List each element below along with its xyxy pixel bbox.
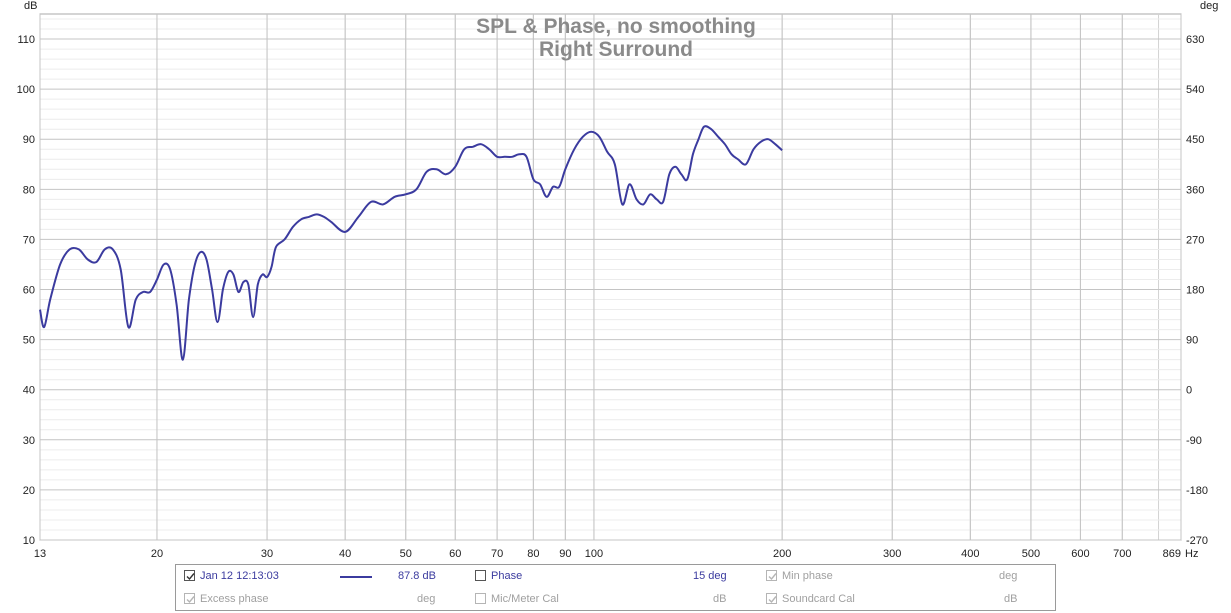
checkbox-icon [184,570,195,581]
min-phase-unit: deg [999,570,1018,582]
checkmark-icon [186,596,195,604]
x-tick-label: 70 [491,548,503,560]
checkbox-icon [475,570,486,581]
x-tick-label: 500 [1022,548,1040,560]
x-tick-label: 60 [449,548,461,560]
excess-phase-unit: deg [417,593,436,605]
checkmark-icon [768,573,777,581]
x-tick-label: 50 [400,548,412,560]
x-tick-label: 40 [339,548,351,560]
x-tick-label: 13 [34,548,46,560]
checkmark-icon [186,573,195,581]
x-tick-label: 80 [527,548,539,560]
checkbox-icon [766,570,777,581]
y-tick-label-left: 30 [23,435,35,447]
x-tick-label: 100 [585,548,603,560]
y-tick-label-right: 90 [1186,335,1198,347]
spl-series-line [39,125,783,361]
measurement-label: Jan 12 12:13:03 [200,570,279,582]
checkbox-icon [184,593,195,604]
x-tick-label: 300 [883,548,901,560]
y-axis-label-right: deg [1200,0,1218,12]
y-tick-label-left: 110 [17,34,35,46]
legend-panel: Jan 12 12:13:03 87.8 dB Phase 15 deg Min… [175,564,1056,611]
chart-subtitle: Right Surround [539,38,693,61]
phase-value: 15 deg [693,570,727,582]
y-tick-label-left: 40 [23,385,35,397]
y-tick-label-left: 90 [23,134,35,146]
y-tick-label-right: 450 [1186,134,1204,146]
spl-phase-chart: 10 20 30 40 50 60 70 80 90 100 110 -270 -180 -90 0 90 18… [17,0,1219,560]
measurement-checkbox[interactable] [184,570,198,583]
soundcard-cal-checkbox[interactable] [766,593,780,606]
soundcard-cal-label: Soundcard Cal [782,593,855,605]
mic-cal-label: Mic/Meter Cal [491,593,559,605]
checkbox-icon [766,593,777,604]
mic-cal-unit: dB [713,593,727,605]
y-tick-label-left: 100 [17,84,35,96]
y-tick-label-right: -90 [1186,435,1202,447]
y-tick-label-left: 50 [23,335,35,347]
min-phase-checkbox[interactable] [766,570,780,583]
x-tick-label: 600 [1071,548,1089,560]
x-tick-label: 20 [151,548,163,560]
y-tick-label-left: 70 [23,234,35,246]
x-tick-label: 700 [1113,548,1131,560]
x-tick-label: 200 [773,548,791,560]
y-tick-label-right: 540 [1186,84,1204,96]
x-tick-label: 90 [559,548,571,560]
x-tick-label: 869 [1163,548,1181,560]
checkbox-icon [475,593,486,604]
plot-area [39,13,1182,541]
min-phase-label: Min phase [782,570,833,582]
excess-phase-checkbox[interactable] [184,593,198,606]
y-tick-label-right: -180 [1186,485,1208,497]
soundcard-cal-unit: dB [1004,593,1018,605]
grid-layer [39,14,1182,541]
y-tick-label-right: 0 [1186,385,1192,397]
y-tick-label-right: 270 [1186,234,1204,246]
x-axis-unit: Hz [1185,548,1198,560]
y-tick-label-right: 180 [1186,285,1204,297]
chart-title: SPL & Phase, no smoothing [476,15,756,38]
x-tick-label: 400 [961,548,979,560]
y-tick-label-right: 630 [1186,34,1204,46]
y-tick-label-left: 10 [23,535,35,547]
y-axis-label-left: dB [24,0,37,12]
excess-phase-label: Excess phase [200,593,269,605]
y-tick-label-left: 20 [23,485,35,497]
y-tick-label-right: -270 [1186,535,1208,547]
x-tick-label: 30 [261,548,273,560]
y-tick-label-left: 60 [23,285,35,297]
phase-checkbox[interactable] [475,570,489,583]
y-tick-label-left: 80 [23,184,35,196]
y-tick-label-right: 360 [1186,184,1204,196]
mic-cal-checkbox[interactable] [475,593,489,606]
series-color-swatch [340,576,372,578]
tick-layer: 10 20 30 40 50 60 70 80 90 100 110 -270 -180 -90 0 90 18… [17,34,1208,560]
measurement-value: 87.8 dB [398,570,436,582]
phase-label: Phase [491,570,523,582]
checkmark-icon [768,596,777,604]
